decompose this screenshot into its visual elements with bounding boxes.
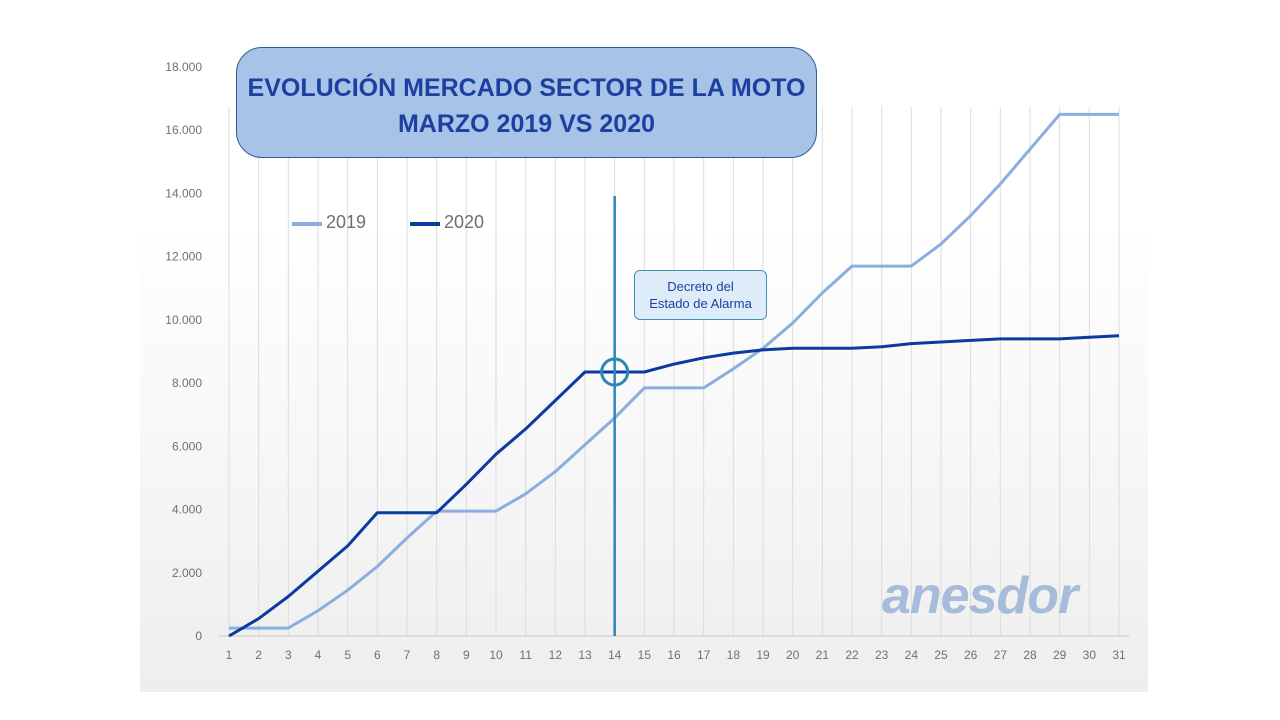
annotation-box: Decreto del Estado de Alarma bbox=[634, 270, 767, 320]
x-tick-label: 5 bbox=[344, 648, 351, 662]
x-tick-label: 22 bbox=[845, 648, 859, 662]
x-tick-label: 16 bbox=[667, 648, 681, 662]
x-tick-label: 14 bbox=[608, 648, 622, 662]
x-tick-label: 26 bbox=[964, 648, 978, 662]
x-tick-label: 19 bbox=[756, 648, 770, 662]
chart-subtitle: MARZO 2019 VS 2020 bbox=[397, 110, 656, 138]
y-tick-label: 14.000 bbox=[165, 186, 202, 200]
x-tick-label: 10 bbox=[489, 648, 503, 662]
x-tick-label: 24 bbox=[905, 648, 919, 662]
series-lines bbox=[228, 112, 1120, 638]
y-tick-label: 4.000 bbox=[172, 503, 202, 517]
annotation-circle bbox=[600, 357, 630, 387]
legend-label-2020: 2020 bbox=[444, 212, 485, 232]
x-tick-label: 2 bbox=[255, 648, 262, 662]
x-tick-label: 11 bbox=[519, 648, 532, 662]
x-tick-label: 25 bbox=[934, 648, 948, 662]
y-tick-label: 0 bbox=[195, 629, 202, 643]
x-tick-label: 21 bbox=[816, 648, 830, 662]
grid-lines bbox=[228, 107, 1120, 636]
x-tick-label: 17 bbox=[697, 648, 711, 662]
legend-swatch-2020 bbox=[410, 222, 440, 226]
x-tick-label: 6 bbox=[374, 648, 381, 662]
y-tick-label: 12.000 bbox=[165, 250, 202, 264]
x-tick-label: 8 bbox=[433, 648, 440, 662]
chart-title: EVOLUCIÓN MERCADO SECTOR DE LA MOTO bbox=[247, 74, 806, 102]
y-tick-label: 2.000 bbox=[172, 566, 202, 580]
x-tick-label: 13 bbox=[578, 648, 592, 662]
x-tick-label: 15 bbox=[638, 648, 652, 662]
x-tick-label: 18 bbox=[727, 648, 741, 662]
x-tick-label: 9 bbox=[463, 648, 470, 662]
x-tick-label: 12 bbox=[549, 648, 563, 662]
annotation-line-2: Estado de Alarma bbox=[649, 296, 752, 311]
y-tick-label: 10.000 bbox=[165, 313, 202, 327]
y-tick-label: 8.000 bbox=[172, 376, 202, 390]
x-tick-label: 31 bbox=[1112, 648, 1126, 662]
anesdor-logo: anesdor bbox=[882, 567, 1078, 625]
x-tick-label: 30 bbox=[1083, 648, 1097, 662]
x-tick-label: 4 bbox=[315, 648, 322, 662]
x-tick-label: 29 bbox=[1053, 648, 1067, 662]
x-tick-label: 20 bbox=[786, 648, 800, 662]
x-tick-label: 1 bbox=[226, 648, 233, 662]
x-tick-label: 23 bbox=[875, 648, 889, 662]
axes: 1 2 3 4 5 6 7 8 9 10 11 12 13 14 15 16 17 18 19 20 21 22 23 24 2… bbox=[165, 60, 1129, 662]
series-line-2020 bbox=[228, 334, 1120, 638]
y-tick-label: 18.000 bbox=[165, 60, 202, 74]
x-tick-label: 28 bbox=[1023, 648, 1037, 662]
series-line-2019 bbox=[229, 112, 1119, 630]
annotation-marker bbox=[600, 196, 630, 636]
y-tick-label: 6.000 bbox=[172, 439, 202, 453]
annotation-line-1: Decreto del bbox=[667, 279, 734, 294]
legend-label-2019: 2019 bbox=[326, 212, 367, 232]
x-tick-label: 7 bbox=[404, 648, 411, 662]
y-tick-label: 16.000 bbox=[165, 123, 202, 137]
chart-title-box: EVOLUCIÓN MERCADO SECTOR DE LA MOTO MARZ… bbox=[236, 47, 817, 158]
legend-swatch-2019 bbox=[292, 222, 322, 226]
x-tick-label: 3 bbox=[285, 648, 292, 662]
x-tick-label: 27 bbox=[994, 648, 1008, 662]
